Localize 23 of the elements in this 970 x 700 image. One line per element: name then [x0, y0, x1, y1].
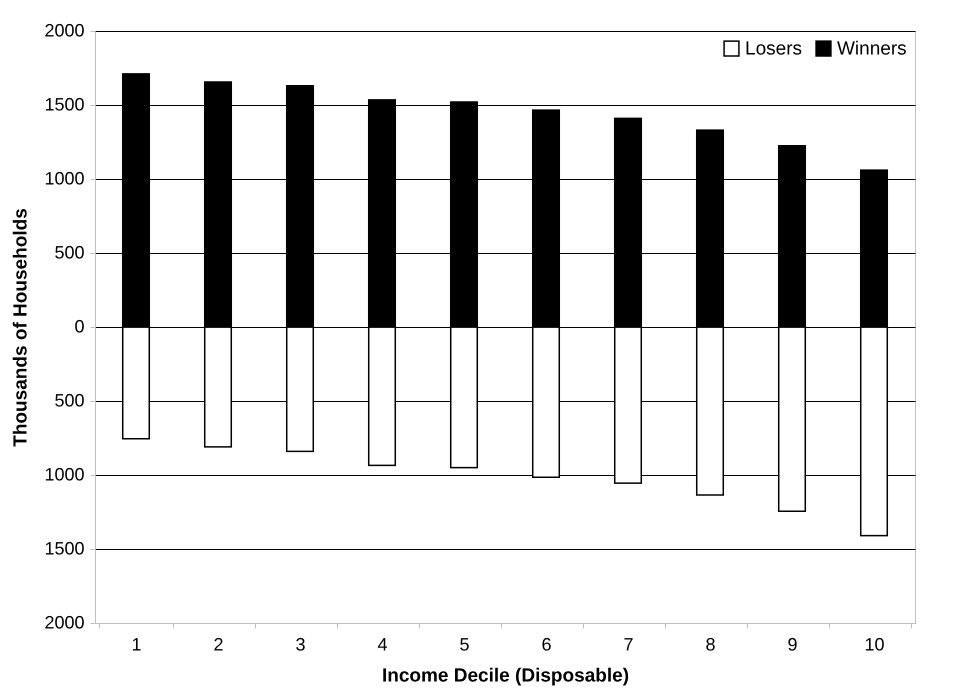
x-tick-label: 7 [623, 634, 634, 654]
y-axis-title: Thousands of Households [10, 208, 32, 447]
x-axis-title: Income Decile (Disposable) [382, 666, 630, 686]
legend-label: Winners [837, 38, 907, 60]
y-tick-label: 1000 [44, 464, 84, 484]
y-tick-label: 2000 [44, 612, 84, 632]
y-tick-label: 500 [54, 390, 84, 410]
x-tick-label: 3 [295, 634, 306, 654]
x-tick-label: 10 [864, 634, 885, 654]
x-tick-label: 9 [787, 634, 798, 654]
y-tick-label: 1500 [44, 94, 84, 114]
x-tick-label: 4 [377, 634, 388, 654]
y-tick-label: 2000 [44, 20, 84, 40]
x-tick-label: 8 [705, 634, 716, 654]
y-tick-label: 500 [54, 242, 84, 262]
y-tick-label: 0 [74, 316, 84, 336]
x-tick-label: 2 [213, 634, 224, 654]
y-tick-label: 1500 [44, 538, 84, 558]
y-tick-label: 1000 [44, 168, 84, 188]
legend-label: Losers [745, 38, 802, 60]
x-tick-label: 6 [541, 634, 552, 654]
x-tick-label: 1 [131, 634, 142, 654]
x-tick-label: 5 [459, 634, 470, 654]
